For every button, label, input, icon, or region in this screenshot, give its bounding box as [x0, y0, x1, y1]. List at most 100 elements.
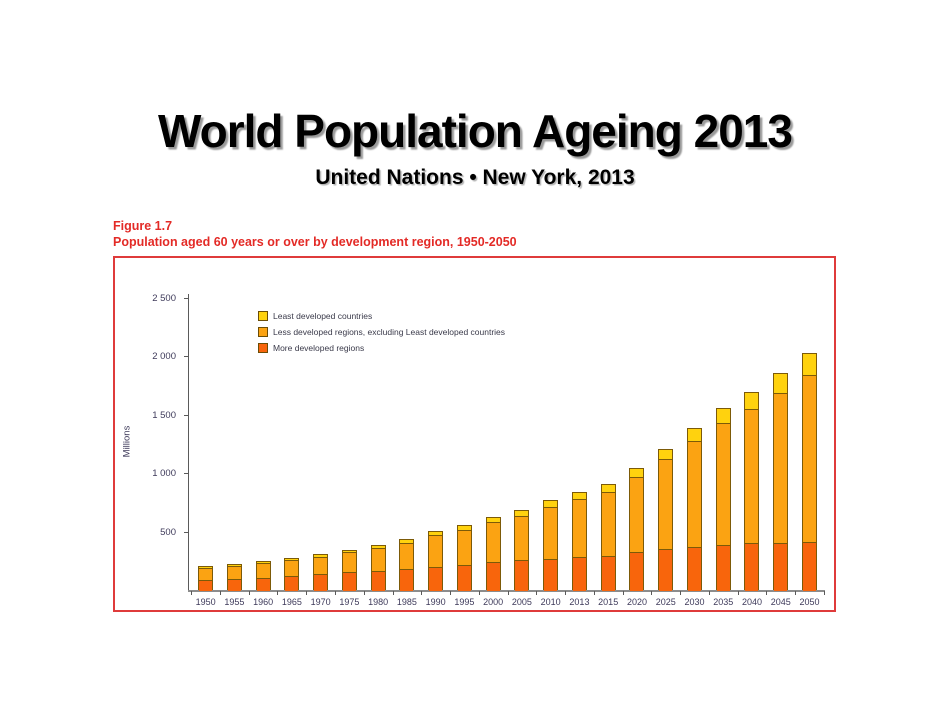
y-tick-label: 1 000 — [152, 468, 176, 480]
x-axis-tick — [507, 591, 509, 595]
y-tick-label: 2 500 — [152, 293, 176, 304]
bar-segment — [342, 572, 356, 591]
bar-segment — [285, 576, 299, 591]
bar-segment — [227, 578, 241, 591]
bar-1990 — [428, 531, 444, 591]
bar-1950 — [198, 566, 214, 591]
bar-segment — [285, 558, 299, 561]
chart-legend: Least developed countries Less developed … — [258, 308, 505, 356]
legend-label: More developed regions — [273, 343, 365, 353]
bar-segment — [371, 547, 385, 571]
y-tick-label: 500 — [160, 526, 176, 538]
bar-segment — [745, 543, 759, 591]
x-axis-tick — [651, 591, 653, 595]
bar-2035 — [715, 408, 731, 591]
bar-2010 — [543, 500, 559, 591]
bar-segment — [601, 491, 615, 556]
bar-segment — [601, 555, 615, 591]
bar-segment — [342, 552, 356, 573]
bar-1980 — [370, 544, 386, 591]
bar-2030 — [686, 428, 702, 591]
bar-1960 — [255, 561, 271, 591]
bar-segment — [630, 552, 644, 591]
x-axis-tick — [766, 591, 768, 595]
bar-2045 — [773, 373, 789, 591]
chart-frame: Millions Least developed countries Less d… — [113, 256, 836, 612]
bar-2000 — [485, 517, 501, 591]
bar-segment — [256, 577, 270, 591]
bar-segment — [774, 542, 788, 591]
x-tick-label: 2035 — [713, 597, 734, 607]
bar-1955 — [226, 563, 242, 591]
x-tick-label: 1955 — [224, 597, 245, 607]
x-axis-tick — [708, 591, 710, 595]
x-tick-label: 1960 — [253, 597, 274, 607]
figure-caption-block: Figure 1.7 Population aged 60 years or o… — [113, 218, 517, 250]
bar-segment — [371, 545, 385, 548]
x-axis-tick — [277, 591, 279, 595]
bar-segment — [630, 468, 644, 477]
x-tick-label: 1975 — [339, 597, 360, 607]
x-tick-label: 1970 — [310, 597, 331, 607]
x-axis-line — [188, 590, 825, 592]
bar-segment — [745, 409, 759, 544]
bar-1995 — [456, 525, 472, 591]
bar-segment — [601, 485, 615, 492]
x-axis-tick — [191, 591, 193, 595]
y-tick-label: 1 500 — [152, 409, 176, 421]
bar-segment — [429, 532, 443, 535]
x-tick-label: 1990 — [425, 597, 446, 607]
bar-1985 — [399, 539, 415, 591]
bar-2013 — [571, 491, 587, 591]
x-axis-tick — [478, 591, 480, 595]
x-tick-label: 2000 — [483, 597, 504, 607]
bar-segment — [400, 542, 414, 570]
bar-segment — [659, 459, 673, 550]
bar-segment — [314, 574, 328, 591]
bar-1965 — [284, 557, 300, 591]
legend-swatch-icon — [258, 327, 268, 337]
legend-label: Least developed countries — [273, 311, 373, 321]
bar-segment — [544, 506, 558, 559]
x-tick-label: 2015 — [598, 597, 619, 607]
bar-segment — [400, 540, 414, 543]
bar-1970 — [313, 554, 329, 591]
bar-segment — [687, 429, 701, 441]
bar-2005 — [514, 510, 530, 591]
bar-segment — [774, 392, 788, 543]
x-axis-tick — [823, 591, 825, 595]
x-tick-label: 2050 — [799, 597, 820, 607]
bar-segment — [199, 579, 213, 591]
x-tick-label: 1950 — [195, 597, 216, 607]
x-axis-tick — [795, 591, 797, 595]
bar-segment — [457, 529, 471, 565]
bar-segment — [199, 567, 213, 569]
x-axis-tick — [622, 591, 624, 595]
bar-segment — [486, 562, 500, 591]
legend-item: Least developed countries — [258, 308, 505, 324]
bar-segment — [400, 569, 414, 591]
legend-swatch-icon — [258, 311, 268, 321]
bar-segment — [716, 544, 730, 591]
legend-swatch-icon — [258, 343, 268, 353]
x-axis-tick — [421, 591, 423, 595]
x-tick-label: 2040 — [741, 597, 762, 607]
x-axis-tick — [737, 591, 739, 595]
bar-segment — [659, 449, 673, 460]
bar-segment — [716, 422, 730, 545]
x-axis-tick — [565, 591, 567, 595]
x-tick-label: 1995 — [454, 597, 475, 607]
bar-segment — [256, 563, 270, 578]
bar-segment — [486, 518, 500, 523]
bar-segment — [572, 492, 586, 499]
bar-segment — [515, 560, 529, 591]
y-axis-title: Millions — [121, 425, 133, 458]
bar-segment — [429, 567, 443, 591]
y-axis-tick — [184, 473, 189, 475]
bar-segment — [314, 556, 328, 575]
y-axis-tick — [184, 298, 189, 299]
x-axis-tick — [593, 591, 595, 595]
slide-title: World Population Ageing 2013 — [158, 105, 793, 157]
bar-segment — [256, 562, 270, 564]
